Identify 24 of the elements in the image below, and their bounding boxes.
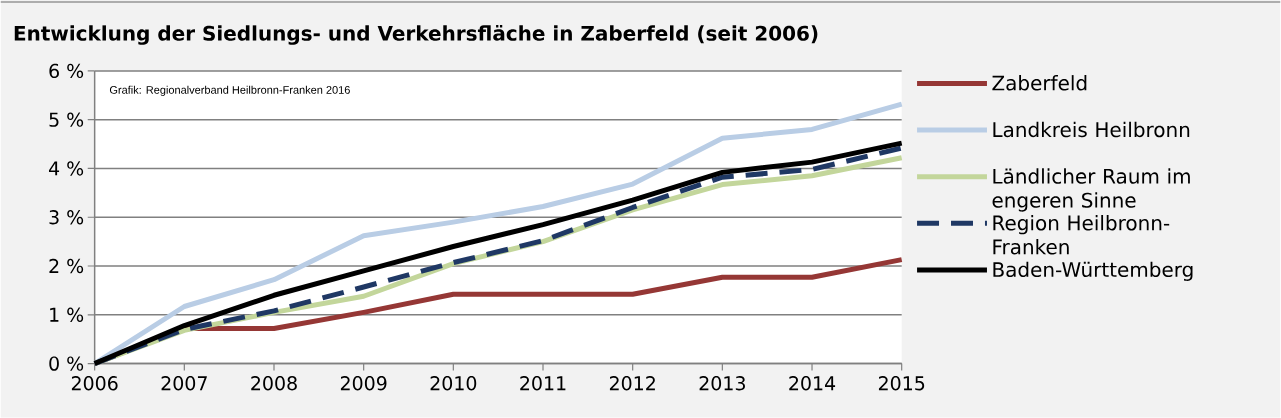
- x-tick-label: 2011: [520, 376, 566, 391]
- x-tick-label: 2015: [878, 376, 925, 391]
- x-tick-label: 2008: [251, 376, 297, 391]
- x-tick-label: 2007: [161, 376, 207, 391]
- x-tick-label: 2009: [340, 376, 387, 391]
- y-tick-label: 6 %: [49, 63, 84, 79]
- y-tick-label: 1 %: [50, 307, 84, 323]
- y-tick-label: 2 %: [49, 259, 84, 274]
- legend-label: Region Heilbronn-Franken: [993, 215, 1170, 255]
- legend-label: Ländlicher Raum im engeren Sinne: [992, 168, 1190, 212]
- legend-label: Landkreis Heilbronn: [993, 121, 1190, 138]
- x-tick-label: 2010: [430, 376, 477, 391]
- chart-title: Entwicklung der Siedlungs- und Verkehrsfläche in Zaberfeld (seit 2006): [14, 25, 818, 46]
- y-tick-label: 0 %: [49, 356, 84, 371]
- legend-label: Zaberfeld: [992, 75, 1087, 91]
- x-tick-label: 2014: [789, 376, 836, 391]
- x-tick-label: 2013: [699, 376, 745, 391]
- annotation: Grafik: Regionalverband Heilbronn-Franken 2016: [109, 86, 350, 97]
- legend-label: Baden-Württemberg: [993, 261, 1193, 282]
- y-tick-label: 5 %: [49, 112, 84, 128]
- y-tick-label: 4 %: [48, 161, 84, 176]
- x-tick-label: 2006: [71, 376, 118, 391]
- y-tick-label: 3 %: [49, 210, 84, 225]
- x-tick-label: 2012: [609, 376, 655, 391]
